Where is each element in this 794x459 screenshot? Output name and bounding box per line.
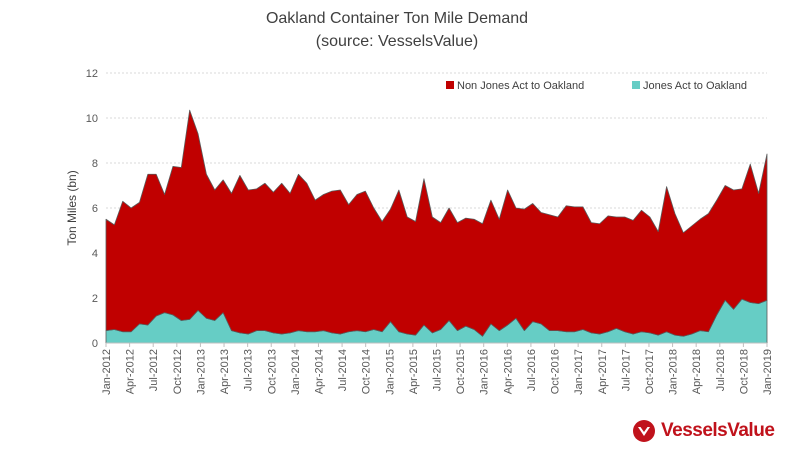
x-tick-label: Jan-2019 — [762, 349, 774, 395]
x-tick-label: Apr-2012 — [125, 349, 137, 394]
legend: Non Jones Act to Oakland Jones Act to Oak… — [446, 80, 747, 92]
area-series — [105, 109, 768, 344]
x-tick-label: Jan-2013 — [195, 349, 207, 395]
x-tick-label: Jul-2015 — [432, 349, 444, 391]
x-tick-label: Jul-2013 — [243, 349, 255, 391]
legend-jones-act-swatch — [632, 81, 640, 89]
vesselsvalue-logo: VesselsValue — [632, 417, 782, 445]
logo-icon — [633, 420, 655, 442]
y-tick-label: 0 — [92, 338, 98, 350]
y-tick-label: 4 — [92, 248, 98, 260]
x-tick-label: Jul-2014 — [337, 349, 349, 391]
x-tick-label: Apr-2014 — [313, 349, 325, 394]
area-series-non-jones-act — [105, 109, 768, 337]
x-tick-label: Oct-2012 — [172, 349, 184, 394]
x-tick-label: Jan-2018 — [668, 349, 680, 395]
x-tick-label: Oct-2014 — [361, 349, 373, 394]
x-tick-label: Oct-2015 — [455, 349, 467, 394]
x-tick-label: Jan-2015 — [384, 349, 396, 395]
x-tick-label: Jan-2016 — [479, 349, 491, 395]
x-tick-label: Jan-2017 — [573, 349, 585, 395]
x-tick-label: Oct-2013 — [266, 349, 278, 394]
y-tick-label: 10 — [86, 113, 98, 125]
x-tick-label: Jan-2012 — [101, 349, 113, 395]
legend-non-jones-act-label: Non Jones Act to Oakland — [457, 80, 584, 92]
y-tick-label: 8 — [92, 158, 98, 170]
x-tick-label: Oct-2016 — [550, 349, 562, 394]
x-tick-label: Apr-2017 — [597, 349, 609, 394]
x-tick-label: Jul-2012 — [148, 349, 160, 391]
y-tick-label: 2 — [92, 293, 98, 305]
x-tick-label: Jul-2016 — [526, 349, 538, 391]
axes: 0 2 4 6 8 10 12 Jan-2012 Apr-2012 Jul-2012 Oct-201… — [65, 68, 774, 395]
chart-title: Oakland Container Ton Mile Demand — [265, 10, 529, 27]
legend-non-jones-act-swatch — [446, 81, 454, 89]
y-axis-label: Ton Miles (bn) — [65, 170, 79, 245]
x-tick-label: Jul-2018 — [715, 349, 727, 391]
x-tick-label: Apr-2018 — [691, 349, 703, 394]
x-tick-label: Apr-2016 — [502, 349, 514, 394]
x-tick-label: Oct-2018 — [738, 349, 750, 394]
legend-jones-act-label: Jones Act to Oakland — [643, 80, 747, 92]
x-tick-label: Apr-2013 — [219, 349, 231, 394]
x-tick-label: Jul-2017 — [620, 349, 632, 391]
x-tick-label: Apr-2015 — [408, 349, 420, 394]
x-tick-label: Jan-2014 — [290, 349, 302, 395]
x-tick-label: Oct-2017 — [644, 349, 656, 394]
y-tick-label: 12 — [86, 68, 98, 80]
y-tick-label: 6 — [92, 203, 98, 215]
chart-subtitle: (source: VesselsValue) — [315, 33, 479, 50]
logo-wordmark: VesselsValue — [661, 420, 775, 441]
